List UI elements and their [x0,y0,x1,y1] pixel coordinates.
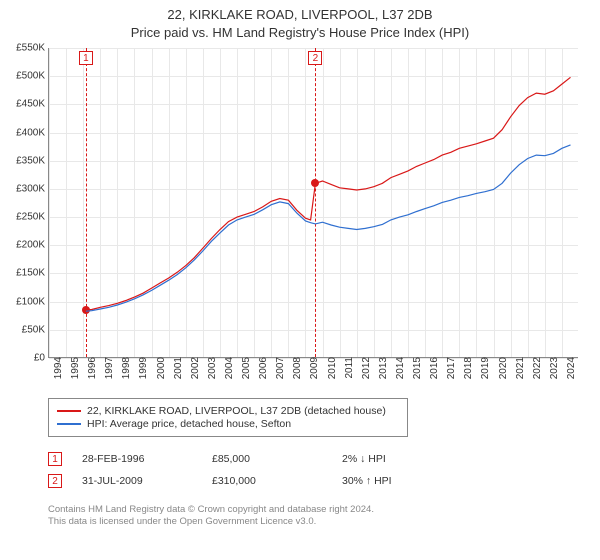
sale-row: 1 28-FEB-1996 £85,000 2% ↓ HPI [48,450,452,468]
sale-row: 2 31-JUL-2009 £310,000 30% ↑ HPI [48,472,452,490]
x-axis-label: 1999 [134,357,149,379]
x-axis-label: 2018 [459,357,474,379]
y-axis-label: £250K [16,212,49,223]
x-axis-label: 2015 [408,357,423,379]
sale-price: £85,000 [212,453,322,465]
x-axis-label: 2021 [511,357,526,379]
sale-row-badge: 1 [48,452,62,466]
x-axis-label: 2019 [476,357,491,379]
sale-date: 31-JUL-2009 [82,475,192,487]
y-axis-label: £350K [16,155,49,166]
footer-line-1: Contains HM Land Registry data © Crown c… [48,504,374,516]
footer-line-2: This data is licensed under the Open Gov… [48,516,374,528]
sales-table: 1 28-FEB-1996 £85,000 2% ↓ HPI 2 31-JUL-2009 £… [48,446,452,494]
sale-delta: 30% ↑ HPI [342,475,452,487]
x-axis-label: 2022 [528,357,543,379]
legend-item: HPI: Average price, detached house, Seft… [57,418,399,430]
footer-attribution: Contains HM Land Registry data © Crown c… [48,504,374,529]
legend-label: 22, KIRKLAKE ROAD, LIVERPOOL, L37 2DB (d… [87,405,386,417]
series-price_paid [86,77,571,310]
x-axis-label: 2014 [391,357,406,379]
x-axis-label: 2024 [562,357,577,379]
x-axis-label: 2004 [220,357,235,379]
y-axis-label: £200K [16,240,49,251]
x-axis-label: 2023 [545,357,560,379]
y-axis-label: £450K [16,99,49,110]
series-hpi [86,145,571,311]
sale-date: 28-FEB-1996 [82,453,192,465]
x-axis-label: 1998 [117,357,132,379]
y-axis-label: £400K [16,127,49,138]
plot-area: £0£50K£100K£150K£200K£250K£300K£350K£400… [48,48,578,358]
x-axis-label: 2000 [152,357,167,379]
x-axis-label: 2016 [425,357,440,379]
y-axis-label: £500K [16,71,49,82]
x-axis-label: 1995 [66,357,81,379]
legend: 22, KIRKLAKE ROAD, LIVERPOOL, L37 2DB (d… [48,398,408,437]
y-axis-label: £100K [16,296,49,307]
x-axis-label: 2010 [323,357,338,379]
x-axis-label: 2003 [203,357,218,379]
y-axis-label: £0 [34,353,49,364]
y-axis-label: £150K [16,268,49,279]
chart-lines [49,48,579,358]
legend-swatch [57,410,81,412]
x-axis-label: 2005 [237,357,252,379]
legend-item: 22, KIRKLAKE ROAD, LIVERPOOL, L37 2DB (d… [57,405,399,417]
sale-price: £310,000 [212,475,322,487]
legend-label: HPI: Average price, detached house, Seft… [87,418,291,430]
x-axis-label: 2001 [169,357,184,379]
y-axis-label: £300K [16,183,49,194]
x-axis-label: 2020 [494,357,509,379]
x-axis-label: 1997 [100,357,115,379]
title-line-1: 22, KIRKLAKE ROAD, LIVERPOOL, L37 2DB [0,6,600,24]
y-axis-label: £50K [22,324,49,335]
x-axis-label: 2012 [357,357,372,379]
x-axis-label: 2017 [442,357,457,379]
sale-delta: 2% ↓ HPI [342,453,452,465]
y-axis-label: £550K [16,43,49,54]
x-axis-label: 1996 [83,357,98,379]
x-axis-label: 2008 [288,357,303,379]
title-line-2: Price paid vs. HM Land Registry's House … [0,24,600,42]
x-axis-label: 2002 [186,357,201,379]
x-axis-label: 2007 [271,357,286,379]
x-axis-label: 2009 [305,357,320,379]
chart-title: 22, KIRKLAKE ROAD, LIVERPOOL, L37 2DB Pr… [0,0,600,42]
legend-swatch [57,423,81,425]
x-axis-label: 2011 [340,357,355,379]
x-axis-label: 2006 [254,357,269,379]
x-axis-label: 2013 [374,357,389,379]
sale-row-badge: 2 [48,474,62,488]
x-axis-label: 1994 [49,357,64,379]
